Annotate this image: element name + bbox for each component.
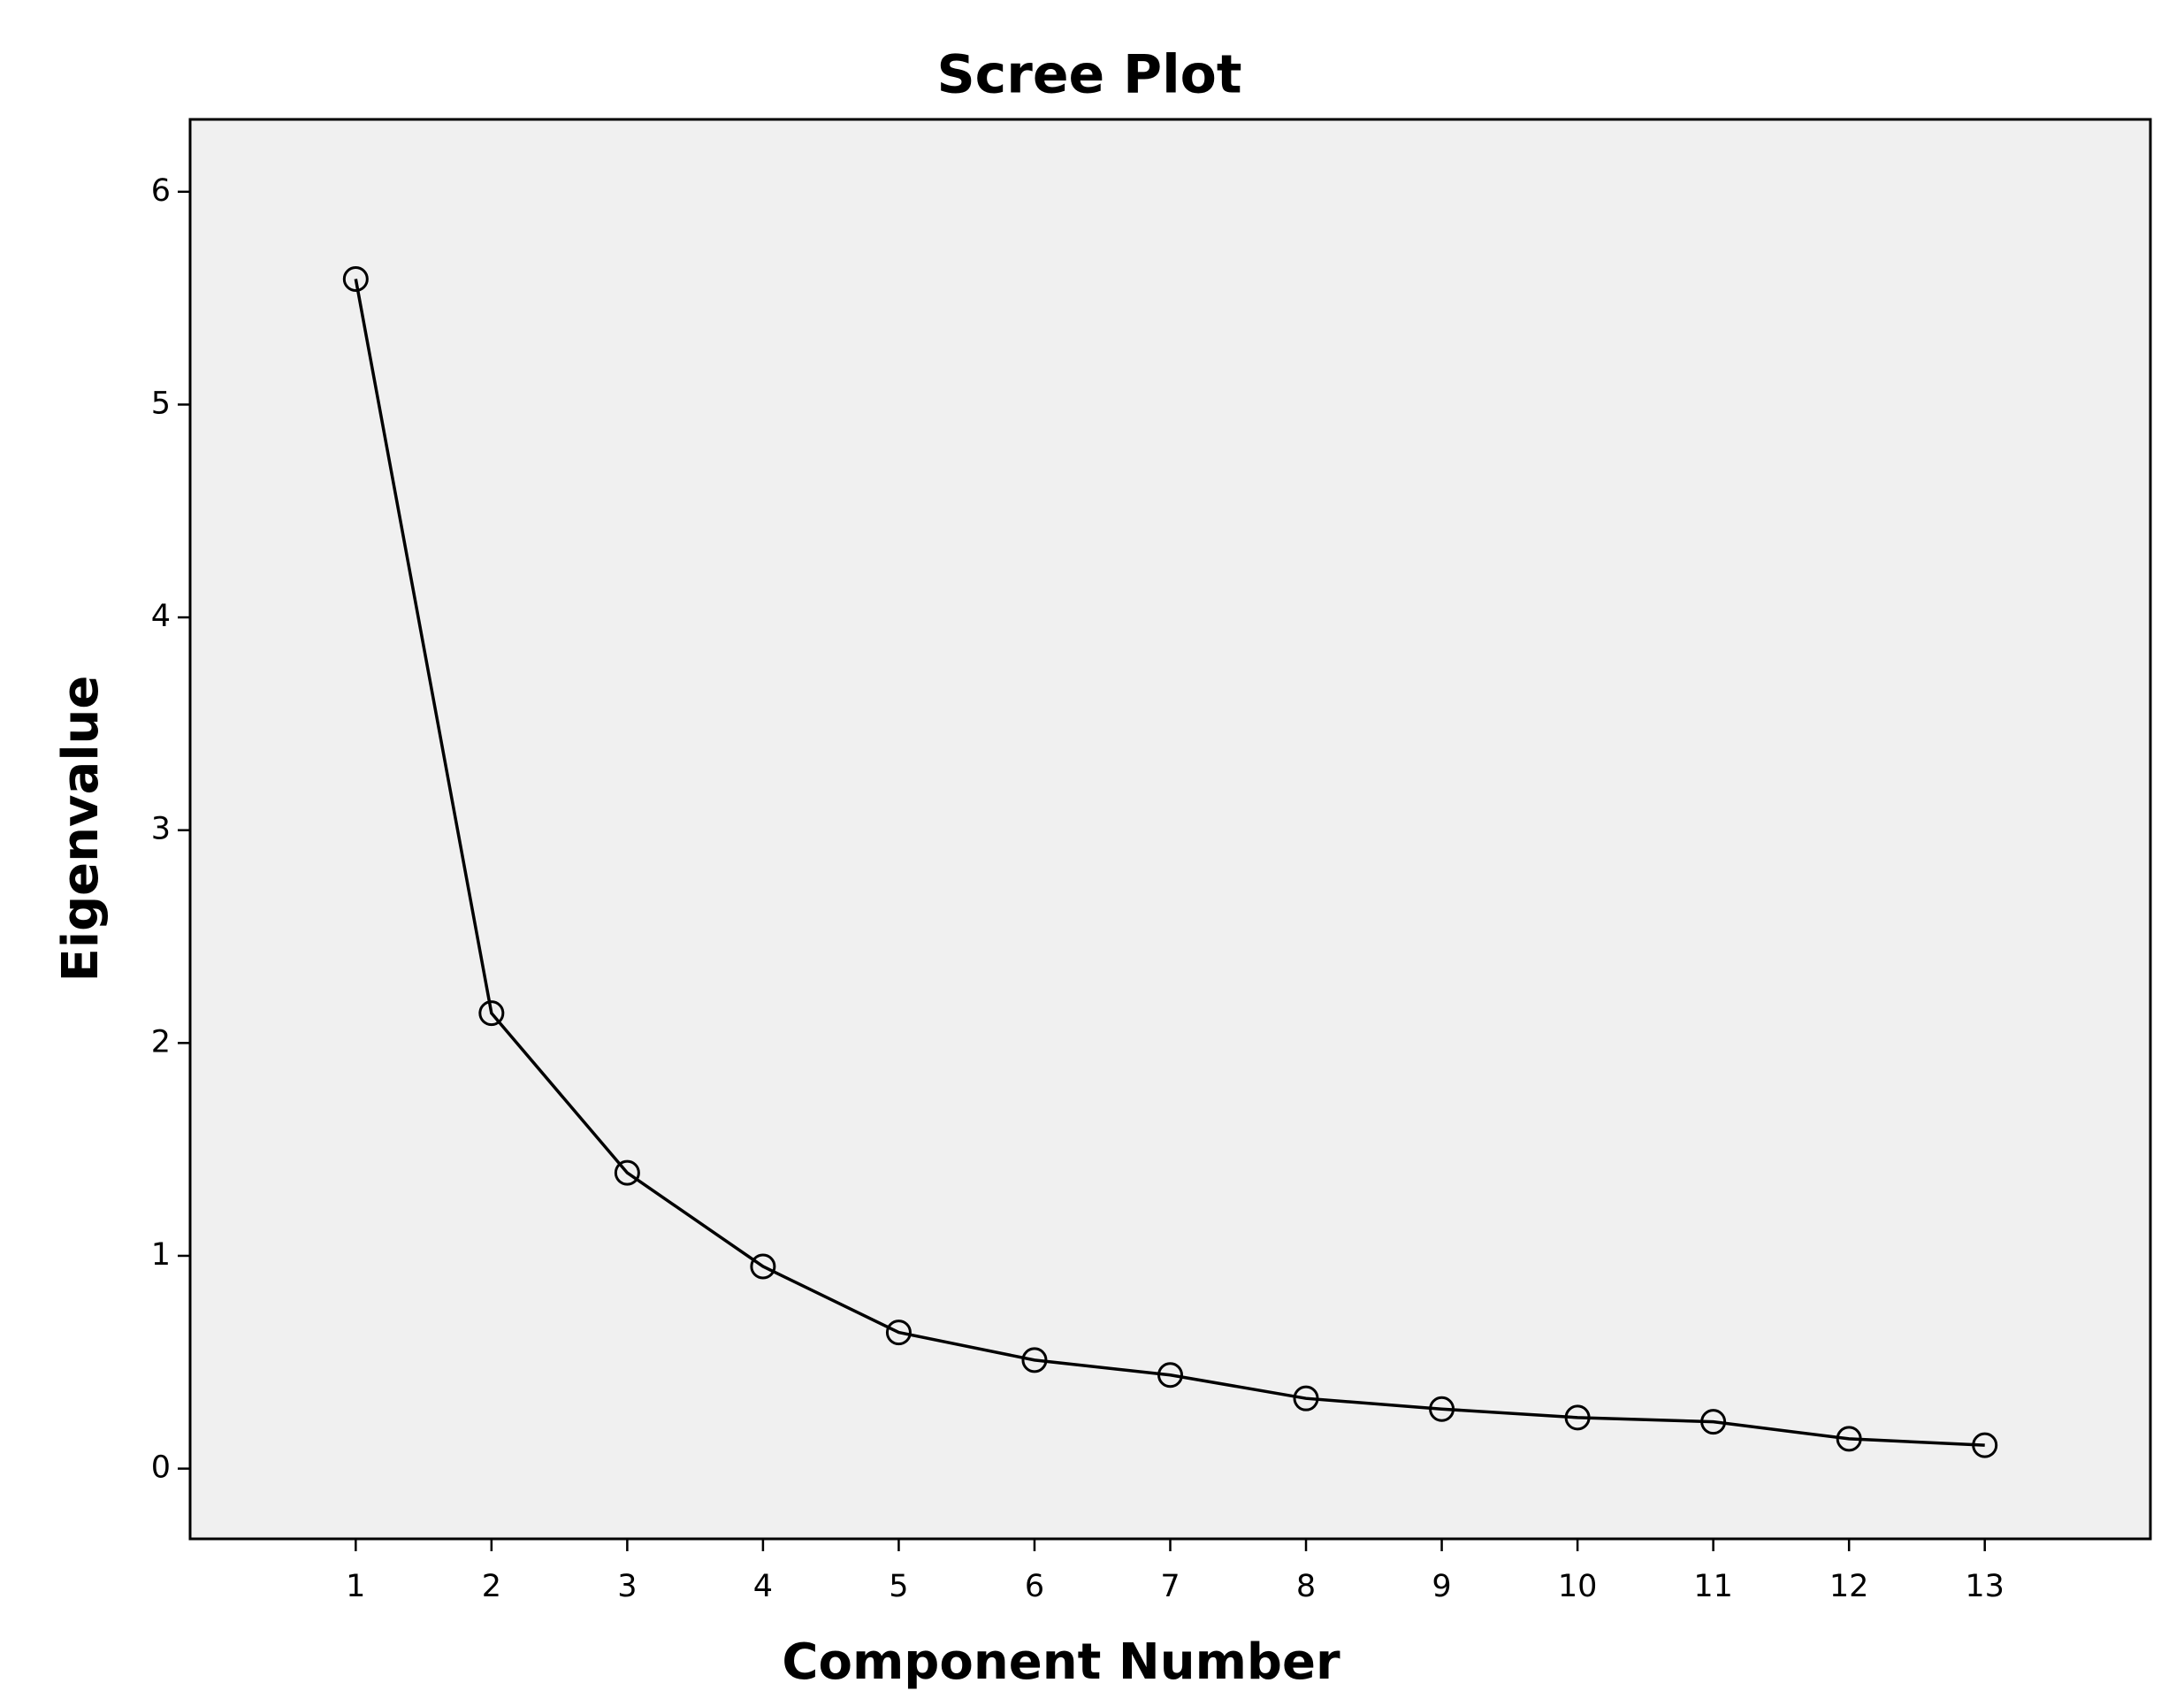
x-tick-label: 2	[482, 1569, 501, 1604]
x-tick-label: 5	[889, 1569, 908, 1604]
point	[342, 265, 369, 292]
x-tick-label: 11	[1693, 1569, 1733, 1604]
x-tick-label: 10	[1558, 1569, 1598, 1604]
x-tick-label: 12	[1829, 1569, 1869, 1604]
point	[614, 1159, 640, 1186]
chart-title: Scree Plot	[936, 44, 1241, 106]
x-tick-label: 7	[1160, 1569, 1180, 1604]
point	[885, 1320, 912, 1346]
y-axis-title: Eigenvalue	[52, 676, 110, 983]
point	[478, 1000, 505, 1027]
y-tick-label: 4	[151, 599, 171, 634]
y-tick-label: 2	[151, 1024, 171, 1060]
x-tick-label: 6	[1025, 1569, 1044, 1604]
line	[354, 279, 1985, 1447]
x-tick-label: 3	[617, 1569, 637, 1604]
point	[1429, 1396, 1455, 1422]
x-tick-label: 9	[1432, 1569, 1451, 1604]
y-tick-label: 6	[151, 173, 171, 209]
point	[1972, 1432, 1998, 1458]
y-tick-label: 3	[151, 812, 171, 847]
x-tick-label: 8	[1296, 1569, 1316, 1604]
y-tick-label: 1	[151, 1237, 171, 1273]
point	[1157, 1362, 1183, 1389]
point	[1564, 1404, 1591, 1431]
y-tick-label: 5	[151, 386, 171, 421]
x-tick-label: 4	[753, 1569, 773, 1604]
x-tick-label: 13	[1965, 1569, 2005, 1604]
point	[1700, 1409, 1727, 1435]
plot-area	[188, 118, 2152, 1541]
point	[1021, 1347, 1048, 1373]
x-axis-title: Component Number	[782, 1633, 1340, 1691]
x-tick-label: 1	[346, 1569, 365, 1604]
point	[1293, 1385, 1319, 1411]
point	[1836, 1426, 1862, 1452]
point	[750, 1253, 776, 1280]
y-tick-label: 0	[151, 1450, 171, 1486]
